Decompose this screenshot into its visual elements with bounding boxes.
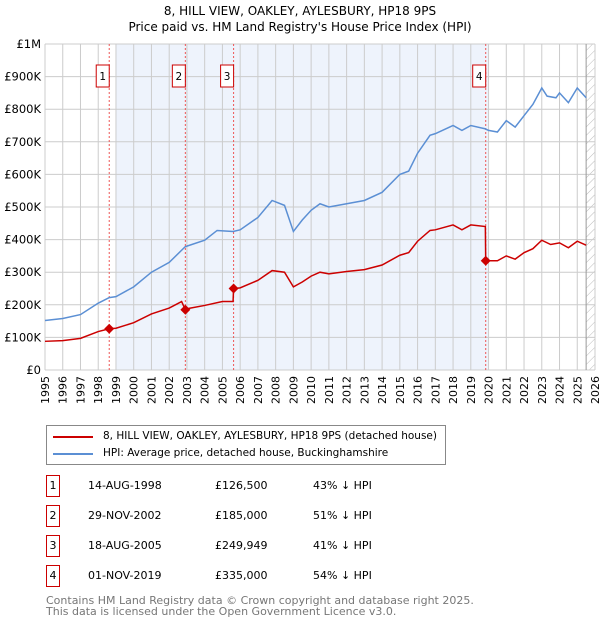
x-tick-label: 2000 [128,376,141,404]
x-tick-label: 2007 [252,376,265,404]
sale-marker-badge: 3 [46,535,60,557]
x-tick-label: 1997 [74,376,87,404]
x-tick-label: 2023 [536,376,549,404]
y-tick-label: £600K [4,167,41,181]
sale-point [480,255,491,266]
x-tick-label: 2013 [358,376,371,404]
x-tick-label: 2008 [270,376,283,404]
y-tick-label: £700K [4,135,41,149]
x-tick-label: 2012 [341,376,354,404]
footer-line1: Contains HM Land Registry data © Crown c… [46,594,474,607]
footer-line2: This data is licensed under the Open Gov… [46,605,397,618]
legend-swatch-property [53,435,93,438]
x-tick-label: 2003 [181,376,194,404]
x-tick-label: 2011 [323,376,336,404]
x-tick-label: 2024 [554,376,567,404]
legend-swatch-hpi [53,452,93,455]
sale-row: 2 29-NOV-2002 £185,000 51% ↓ HPI [46,505,446,527]
x-tick-label: 2004 [199,376,212,404]
x-tick-label: 2014 [376,376,389,404]
x-tick-label: 2025 [571,376,584,404]
legend-label-hpi: HPI: Average price, detached house, Buck… [103,447,389,459]
y-tick-label: £400K [4,233,41,247]
sale-marker-badge: 4 [46,565,60,587]
x-tick-label: 2020 [483,376,496,404]
x-tick-label: 2021 [500,376,513,404]
x-tick-label: 1995 [39,376,52,404]
sale-point [180,304,191,315]
x-tick-label: 2006 [234,376,247,404]
sale-badge-label: 4 [476,71,483,83]
x-tick-label: 2001 [145,376,158,404]
x-tick-label: 2026 [589,376,600,404]
sale-marker-badge: 2 [46,505,60,527]
sale-badge-label: 1 [99,71,106,83]
x-tick-label: 2016 [412,376,425,404]
sale-badge-box [220,64,235,88]
y-tick-label: £200K [4,298,41,312]
sale-date: 14-AUG-1998 [88,479,162,492]
sale-badge-box [472,64,487,88]
sale-badge-label: 2 [175,71,182,83]
sale-price: £185,000 [215,509,268,522]
sale-date: 29-NOV-2002 [88,509,162,522]
y-tick-label: £500K [4,200,41,214]
y-tick-label: £100K [4,330,41,344]
y-tick-label: £900K [4,70,41,84]
sale-date: 01-NOV-2019 [88,569,162,582]
x-tick-label: 2009 [287,376,300,404]
sale-hpi-diff: 41% ↓ HPI [313,539,372,552]
chart-subtitle: Price paid vs. HM Land Registry's House … [128,20,472,34]
legend-label-property: 8, HILL VIEW, OAKLEY, AYLESBURY, HP18 9P… [103,430,437,442]
property-price-line [44,224,587,343]
x-tick-label: 2019 [465,376,478,404]
sale-hpi-diff: 43% ↓ HPI [313,479,372,492]
sale-row: 1 14-AUG-1998 £126,500 43% ↓ HPI [46,475,446,497]
x-tick-label: 1998 [92,376,105,404]
sale-date: 18-AUG-2005 [88,539,162,552]
sale-badge-box [95,64,110,88]
footer: Contains HM Land Registry data © Crown c… [46,595,474,617]
sale-row: 4 01-NOV-2019 £335,000 54% ↓ HPI [46,565,446,587]
sale-price: £335,000 [215,569,268,582]
legend: 8, HILL VIEW, OAKLEY, AYLESBURY, HP18 9P… [46,425,446,465]
y-tick-label: £300K [4,265,41,279]
x-tick-label: 2010 [305,376,318,404]
sale-hpi-diff: 51% ↓ HPI [313,509,372,522]
x-tick-label: 2015 [394,376,407,404]
sale-price: £126,500 [215,479,268,492]
sale-hpi-diff: 54% ↓ HPI [313,569,372,582]
sale-row: 3 18-AUG-2005 £249,949 41% ↓ HPI [46,535,446,557]
hpi-line [44,86,587,322]
sale-marker-badge: 1 [46,475,60,497]
chart-title: 8, HILL VIEW, OAKLEY, AYLESBURY, HP18 9P… [163,4,437,18]
y-tick-label: £1M [16,37,41,51]
y-tick-label: £800K [4,102,41,116]
x-tick-label: 2017 [429,376,442,404]
sale-price: £249,949 [215,539,268,552]
x-tick-label: 2022 [518,376,531,404]
x-tick-label: 1996 [57,376,70,404]
sale-badge-box [171,64,186,88]
x-tick-label: 2002 [163,376,176,404]
x-tick-label: 2018 [447,376,460,404]
x-tick-label: 1999 [110,376,123,404]
sale-point [104,323,115,334]
x-tick-label: 2005 [216,376,229,404]
y-tick-label: £0 [26,363,41,377]
sale-badge-label: 3 [224,71,231,83]
sale-point [228,283,239,294]
price-chart: 1995 1996 1997 1998 1999 2000 2001 2002 2003 2004… [4,37,600,404]
